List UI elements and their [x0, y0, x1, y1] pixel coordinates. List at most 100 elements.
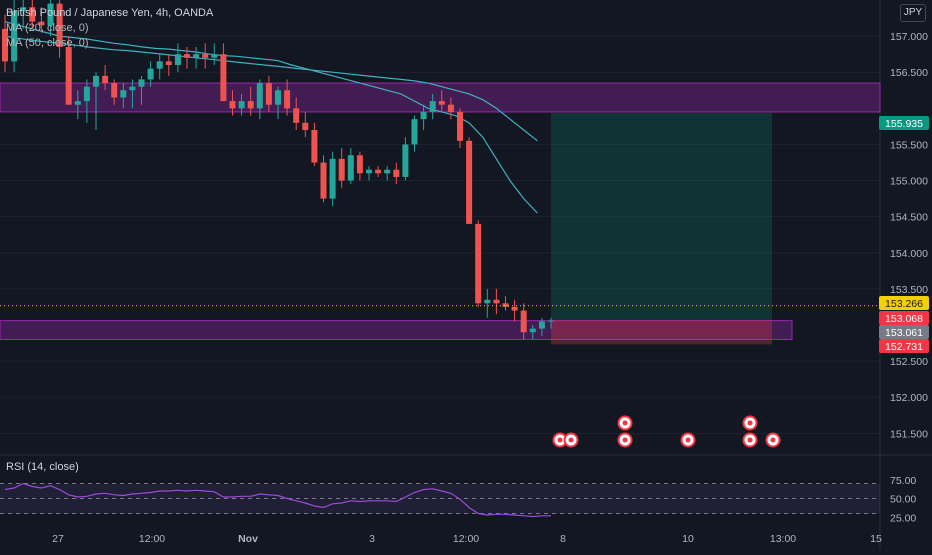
candle-body: [20, 7, 27, 11]
candle-body: [111, 83, 118, 98]
ma20-legend: MA (20, close, 0): [6, 22, 89, 34]
candle-body: [156, 61, 163, 69]
candle-body: [329, 158, 336, 199]
price-tick-label: 151.500: [890, 428, 928, 440]
candle-body: [311, 130, 318, 163]
time-tick-label: 3: [369, 533, 375, 545]
price-tick-label: 152.000: [890, 392, 928, 404]
candle-body: [502, 303, 509, 307]
candle-body: [457, 111, 463, 141]
time-tick-label: 15: [870, 533, 882, 545]
candle-body: [102, 75, 109, 84]
candle-body: [438, 101, 445, 105]
currency-badge[interactable]: JPY: [900, 4, 926, 22]
candle-body: [147, 68, 154, 80]
time-tick-label: 12:00: [139, 533, 165, 545]
candle-body: [447, 104, 454, 112]
price-tick-label: 153.500: [890, 284, 928, 296]
candle-body: [220, 54, 227, 102]
economic-event-icon-dot: [622, 437, 628, 443]
time-tick-label: 12:00: [453, 533, 479, 545]
candle-body: [466, 140, 473, 224]
demand-zone: [0, 320, 793, 340]
time-tick-label: 10: [682, 533, 694, 545]
price-tick-label: 154.500: [890, 212, 928, 224]
candle-body: [302, 122, 309, 130]
candle-body: [129, 86, 136, 91]
rsi-tick-label: 25.00: [890, 512, 916, 524]
price-marker-label: 155.935: [885, 118, 923, 130]
candle-body: [11, 10, 18, 62]
price-tick-label: 155.000: [890, 176, 928, 188]
candle-body: [74, 101, 81, 105]
candle-body: [65, 46, 72, 105]
candle-body: [520, 310, 527, 333]
profit-zone: [551, 113, 772, 321]
supply-zone: [0, 82, 881, 113]
candle-body: [320, 162, 327, 199]
candle-body: [529, 328, 536, 333]
candle-body: [384, 169, 391, 174]
price-marker-label: 153.061: [885, 327, 923, 339]
time-tick-label: 27: [52, 533, 64, 545]
rsi-tick-label: 75.00: [890, 475, 916, 487]
candle-body: [375, 169, 382, 174]
price-tick-label: 156.500: [890, 67, 928, 79]
chart-legend: British Pound / Japanese Yen, 4h, OANDA …: [6, 6, 213, 51]
rsi-legend: RSI (14, close): [6, 461, 79, 473]
candle-body: [356, 155, 363, 174]
candle-body: [347, 155, 354, 181]
price-tick-label: 152.500: [890, 356, 928, 368]
price-tick-label: 155.500: [890, 139, 928, 151]
candle-body: [138, 79, 145, 87]
candle-body: [511, 306, 518, 311]
candle-body: [293, 108, 300, 123]
price-marker-label: 153.266: [885, 298, 923, 310]
candle-body: [338, 158, 345, 181]
candle-body: [120, 90, 127, 98]
candle-body: [402, 144, 409, 177]
candle-body: [265, 83, 272, 105]
ma50-line: [4, 35, 538, 142]
candle-body: [229, 101, 236, 109]
candle-body: [247, 101, 254, 109]
time-tick-label: Nov: [238, 533, 258, 545]
time-tick-label: 13:00: [770, 533, 796, 545]
candle-body: [38, 21, 45, 26]
candle-body: [174, 54, 181, 65]
candle-body: [47, 3, 54, 26]
economic-event-icon-dot: [747, 420, 753, 426]
candle-body: [238, 101, 245, 109]
candle-body: [366, 169, 372, 174]
candle-body: [420, 111, 427, 120]
price-marker-label: 153.068: [885, 313, 923, 325]
economic-event-icon-dot: [622, 420, 628, 426]
candle-body: [256, 83, 263, 109]
candle-body: [493, 299, 500, 304]
candle-body: [56, 3, 63, 47]
candle-body: [211, 54, 218, 58]
candle-body: [193, 54, 200, 58]
rsi-line: [4, 482, 551, 518]
price-tick-label: 154.000: [890, 248, 928, 260]
candle-body: [83, 86, 90, 102]
economic-event-icon-dot: [685, 437, 691, 443]
candle-body: [184, 54, 190, 58]
candle-body: [538, 321, 545, 329]
candle-body: [275, 90, 281, 105]
loss-zone: [551, 320, 772, 345]
ma20-line: [4, 21, 538, 214]
candle-body: [393, 169, 400, 177]
candle-body: [93, 75, 99, 87]
candle-body: [429, 101, 436, 112]
candle-body: [2, 28, 8, 62]
economic-event-icon-dot: [557, 437, 563, 443]
price-marker: [879, 116, 929, 130]
price-marker: [879, 325, 929, 339]
candle-body: [284, 90, 291, 109]
economic-event-icon-dot: [747, 437, 753, 443]
symbol-title: British Pound / Japanese Yen, 4h, OANDA: [6, 7, 214, 19]
candle-body: [202, 54, 209, 58]
